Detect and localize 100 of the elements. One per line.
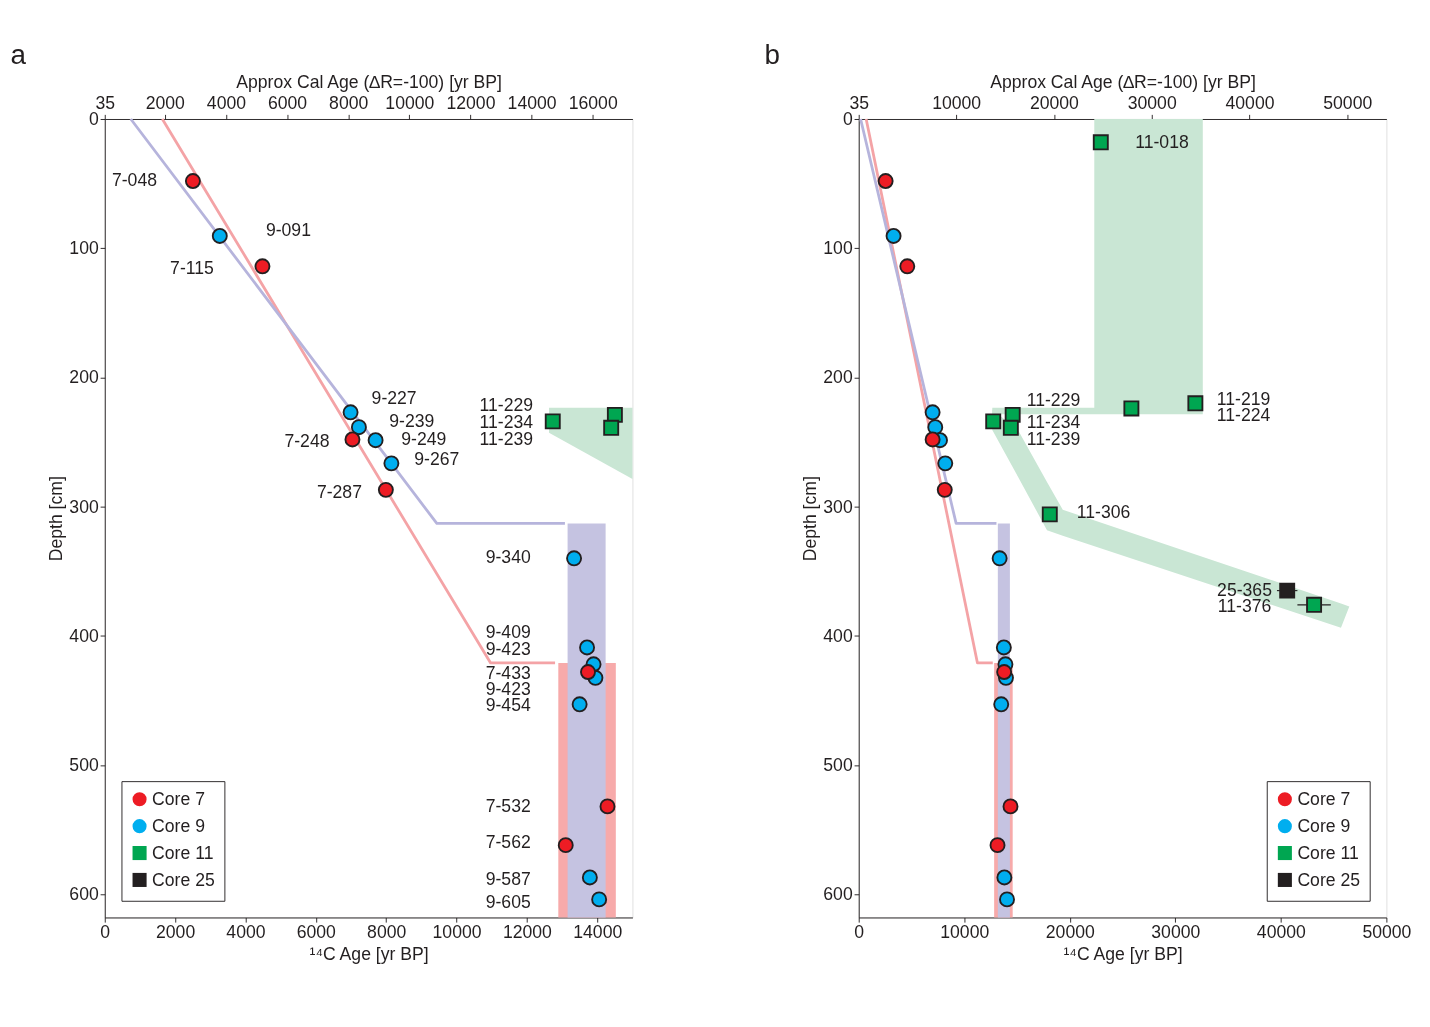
x-tick-label: 14000 (573, 922, 623, 943)
point (996, 869, 1013, 886)
annotation: 9-587 (485, 869, 531, 890)
x2-tick-label: 2000 (145, 93, 186, 114)
x-tick-label: 20000 (1045, 922, 1095, 943)
x2-tick-label: 8000 (329, 93, 369, 114)
point (1279, 582, 1296, 599)
y-tick-label: 0 (842, 109, 853, 130)
point (999, 891, 1015, 908)
x-tick-label: 30000 (1151, 922, 1201, 943)
x-tick-label: 40000 (1256, 922, 1307, 943)
legend-label: Core 7 (152, 788, 205, 809)
x2-tick-label: 20000 (1029, 93, 1080, 114)
y-tick-label: 300 (823, 496, 853, 517)
annotation: 7-048 (111, 169, 158, 190)
x2-tick-label: 12000 (446, 93, 496, 114)
point (985, 413, 1002, 430)
x2-axis-title: Approx Cal Age (∆R=-100) [yr BP] (990, 71, 1256, 92)
x2-tick-label: 30000 (1127, 93, 1177, 114)
annotation: 11-018 (1135, 131, 1189, 152)
chart-title: b (764, 39, 780, 71)
point (899, 258, 916, 275)
annotation: 9-227 (371, 387, 417, 408)
point (580, 664, 596, 680)
x2-tick-label: 50000 (1323, 93, 1373, 114)
legend-label: Core 25 (1297, 869, 1361, 890)
x2-tick-label: 10000 (932, 93, 982, 114)
legend-label: Core 25 (152, 869, 215, 890)
point (993, 696, 1010, 713)
annotation: 7-115 (170, 257, 215, 278)
point (184, 173, 201, 189)
point (367, 432, 384, 449)
point (937, 455, 954, 472)
annotation: 7-248 (284, 431, 330, 452)
annotation: 9-239 (389, 410, 435, 431)
chart-title: a (10, 39, 27, 71)
legend-label: Core 9 (152, 815, 205, 836)
annotation: 7-532 (485, 795, 531, 816)
annotation: 9-340 (485, 547, 531, 568)
x-tick-label: 50000 (1362, 922, 1412, 943)
point (989, 837, 1006, 854)
point (1041, 506, 1058, 523)
point (211, 228, 228, 244)
point (342, 404, 359, 421)
y-tick-label: 100 (69, 238, 99, 259)
y-tick-label: 600 (823, 884, 853, 905)
annotation: 7-287 (316, 482, 362, 503)
point (557, 837, 574, 854)
point (350, 419, 367, 436)
x2-axis-title: Approx Cal Age (∆R=-100) [yr BP] (236, 71, 502, 92)
y-tick-label: 600 (69, 884, 99, 905)
y-axis-title: Depth [cm] (45, 476, 66, 562)
x-tick-label: 10000 (940, 922, 990, 943)
point (344, 431, 361, 448)
point (924, 431, 941, 448)
point (996, 664, 1013, 680)
x2-tick-label: 4000 (206, 93, 247, 114)
annotation: 11-306 (1076, 501, 1131, 522)
y-tick-label: 300 (69, 496, 99, 517)
point (1187, 395, 1204, 412)
y-tick-label: 500 (823, 755, 853, 776)
x-tick-label: 4000 (226, 922, 266, 943)
x-tick-label: 6000 (296, 922, 337, 943)
point (579, 639, 596, 656)
y-tick-label: 400 (823, 625, 853, 646)
legend-label: Core 9 (1297, 815, 1351, 836)
point (924, 404, 941, 421)
point (936, 481, 953, 498)
legend-label: Core 7 (1297, 788, 1351, 809)
x-axis-title: ¹⁴C Age [yr BP] (1063, 943, 1183, 964)
x-tick-label: 2000 (156, 922, 196, 943)
point (1092, 134, 1109, 151)
point (1002, 419, 1019, 436)
annotation: 9-267 (414, 448, 460, 469)
y-axis-title: Depth [cm] (799, 476, 820, 562)
point (544, 413, 561, 430)
y-tick-label: 200 (69, 367, 99, 388)
x-tick-label: 10000 (432, 922, 482, 943)
x2-tick-label: 16000 (568, 93, 618, 114)
legend-label: Core 11 (152, 842, 214, 863)
annotation: 9-605 (485, 892, 531, 913)
x-tick-label: 8000 (367, 922, 407, 943)
annotation: 9-249 (401, 429, 447, 450)
y-tick-label: 200 (823, 367, 853, 388)
y-tick-label: 400 (69, 625, 99, 646)
point (1002, 798, 1019, 815)
point (383, 455, 400, 472)
y-tick-label: 0 (88, 109, 99, 130)
point (1306, 596, 1323, 613)
point (1123, 400, 1140, 417)
point (254, 258, 271, 275)
x2-tick-label: 40000 (1225, 93, 1275, 114)
x2-tick-label: 10000 (385, 93, 435, 114)
point (581, 869, 598, 886)
point (599, 798, 616, 815)
point (566, 550, 583, 567)
point (571, 696, 588, 713)
annotation: 11-229 (1026, 389, 1081, 410)
point (591, 891, 608, 908)
point (885, 228, 902, 244)
